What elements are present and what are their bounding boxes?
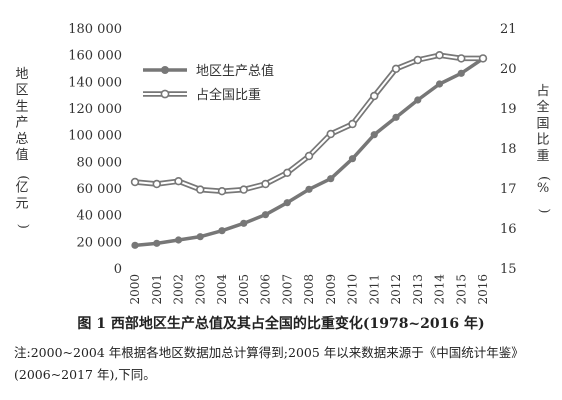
x-tick-label: 2001 [150,274,164,305]
right-tick-label: 21 [500,22,517,37]
right-axis-ticks: 15 16 17 18 19 20 21 [500,22,517,277]
x-tick-label: 2009 [324,274,338,305]
data-point [196,233,204,241]
data-point [304,151,314,161]
legend-item: 占全国比重 [143,87,261,103]
legend-label: 地区生产总值 [196,63,274,79]
right-tick-label: 20 [500,62,517,77]
x-tick-label: 2010 [346,274,360,305]
left-tick-label: 80 000 [77,155,123,170]
data-point [348,155,357,163]
left-tick-label: 180 000 [68,22,122,37]
x-tick-label: 2004 [215,274,229,305]
data-point [131,241,139,249]
data-point [435,50,444,60]
x-tick-label: 2014 [433,274,447,305]
x-tick-label: 2015 [454,274,468,305]
data-point [348,119,357,129]
x-tick-label: 2013 [411,274,425,305]
series-2 [130,50,488,196]
right-tick-label: 19 [500,102,517,117]
data-point [153,239,161,247]
data-point [283,199,291,207]
left-tick-label: 100 000 [68,129,122,144]
left-tick-label: 120 000 [68,102,122,117]
left-axis-ticks: 0 20 000 40 000 60 000 80 000 100 000 120 000 1… [68,22,122,277]
series-line-inner [134,54,483,193]
legend-marker [160,89,170,99]
data-point [478,54,488,63]
data-point [239,185,248,194]
data-point [370,91,379,101]
right-tick-label: 17 [500,182,517,197]
right-axis-title: 占全国比重(%) [536,84,551,213]
data-point [414,96,422,104]
data-point [217,187,227,196]
x-tick-label: 2003 [193,274,207,305]
figure-caption: 图 1 西部地区生产总值及其占全国的比重变化(1978~2016 年) [77,316,485,332]
x-tick-label: 2012 [389,274,403,305]
x-tick-label: 2002 [172,274,186,305]
data-point [370,131,378,139]
x-axis-ticks: 2000 2001 2002 2003 2004 2005 2006 2007 2008 2009… [128,274,490,305]
right-tick-label: 16 [500,222,517,237]
figure-note: 注:2000~2004 年根据各地区数据加总计算得到;2005 年以来数据来源于… [14,345,524,382]
right-tick-label: 15 [500,262,517,277]
x-tick-label: 2007 [280,274,294,305]
left-tick-label: 40 000 [77,209,123,224]
x-tick-label: 2000 [128,274,142,305]
left-tick-label: 140 000 [68,75,122,90]
series-line-outer [134,52,483,194]
data-point [174,236,183,244]
data-point [261,211,270,219]
data-point [327,175,335,183]
data-point [457,69,465,77]
legend-marker [161,66,169,74]
series-1 [131,55,487,249]
left-tick-label: 60 000 [77,182,123,197]
data-point [391,64,401,74]
left-tick-label: 20 000 [77,235,123,250]
data-point [305,185,313,193]
data-point [326,129,335,139]
data-point [130,177,140,187]
dual-axis-line-chart: 0 20 000 40 000 60 000 80 000 100 000 120 000 1… [15,22,551,305]
data-point [392,113,400,121]
right-tick-label: 18 [500,142,517,157]
left-axis-title: 地区生产总值(亿元) [15,67,30,229]
left-tick-label: 0 [114,262,122,277]
data-point [174,177,183,186]
data-point [457,54,466,63]
left-tick-label: 160 000 [68,49,122,64]
data-point [240,219,248,227]
x-tick-label: 2005 [237,274,251,305]
data-point [196,185,205,194]
data-point [283,168,292,178]
legend-item: 地区生产总值 [143,63,274,79]
x-tick-label: 2008 [302,274,316,305]
data-point [413,55,422,65]
x-tick-label: 2011 [367,274,381,305]
data-point [435,80,444,88]
x-tick-label: 2006 [259,274,273,305]
series-layer [130,50,488,249]
data-point [218,227,226,235]
data-point [152,179,161,189]
legend-label: 占全国比重 [196,87,261,103]
data-point [261,179,270,189]
x-tick-label: 2016 [476,274,490,305]
